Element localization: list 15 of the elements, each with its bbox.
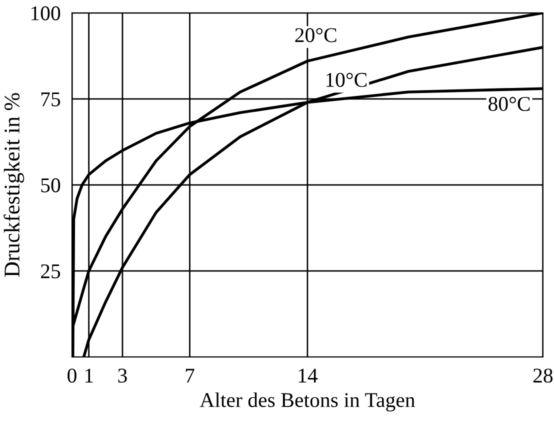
x-tick-label: 7 xyxy=(186,368,194,382)
x-tick-label: 1 xyxy=(85,368,93,382)
x-tick-label: 3 xyxy=(118,368,127,383)
y-axis-title: Druckfestigkeit in % xyxy=(4,93,24,277)
x-tick-label: 0 xyxy=(68,368,76,383)
y-tick-label: 75 xyxy=(41,92,60,106)
y-tick-label: 25 xyxy=(40,264,60,278)
x-tick-label: 28 xyxy=(533,368,553,383)
series-label: 20°C xyxy=(295,28,336,42)
x-axis-title: Alter des Betons in Tagen xyxy=(200,392,416,412)
series-label: 80°C xyxy=(488,96,530,111)
x-tick-label: 14 xyxy=(298,368,318,382)
y-tick-label: 50 xyxy=(41,178,60,192)
y-tick-label: 100 xyxy=(31,6,60,20)
series-label: 10°C xyxy=(326,72,367,87)
